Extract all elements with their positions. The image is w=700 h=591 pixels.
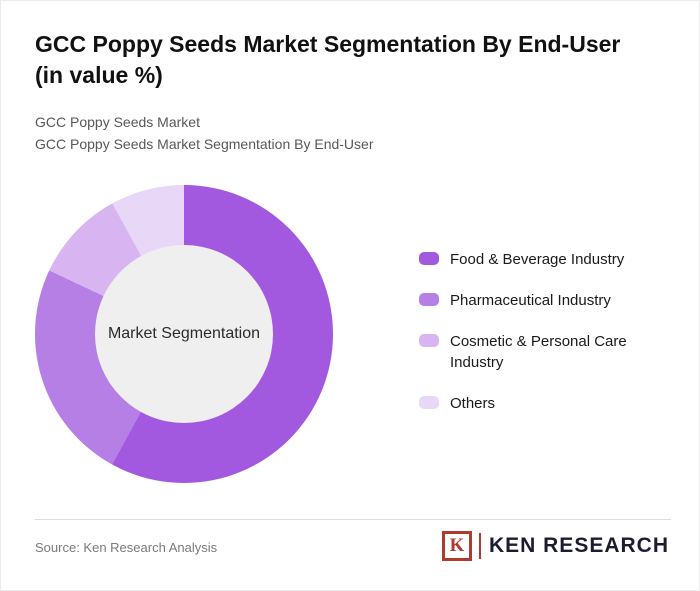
- legend-swatch-icon: [419, 396, 439, 409]
- page-title-line1: GCC Poppy Seeds Market Segmentation By E…: [35, 31, 621, 57]
- legend-swatch-icon: [419, 334, 439, 347]
- footer-divider: [35, 519, 671, 520]
- legend-swatch-icon: [419, 293, 439, 306]
- donut-center-label: Market Segmentation: [107, 325, 261, 342]
- legend-item[interactable]: Pharmaceutical Industry: [419, 290, 651, 311]
- subtitle-market: GCC Poppy Seeds Market: [35, 114, 200, 130]
- donut-chart[interactable]: Market Segmentation: [35, 185, 333, 483]
- chart-subtitles: GCC Poppy Seeds Market GCC Poppy Seeds M…: [35, 112, 374, 155]
- legend-label: Others: [450, 395, 496, 412]
- logo-text: KEN RESEARCH: [488, 534, 669, 557]
- chart-legend: Food & Beverage Industry Pharmaceutical I…: [419, 249, 651, 434]
- legend-label: Food & Beverage Industry: [450, 251, 625, 268]
- logo-k-letter: K: [449, 535, 465, 556]
- legend-item[interactable]: Others: [419, 393, 651, 414]
- legend-item[interactable]: Cosmetic & Personal Care Industry: [419, 331, 651, 373]
- legend-label: Cosmetic & Personal Care Industry: [450, 333, 627, 371]
- page-title: GCC Poppy Seeds Market Segmentation By E…: [35, 29, 675, 91]
- legend-swatch-icon: [419, 252, 439, 265]
- logo-k-icon: K: [441, 531, 472, 561]
- page-title-line2: (in value %): [35, 62, 163, 89]
- donut-center: Market Segmentation: [95, 245, 273, 423]
- source-text: Source: Ken Research Analysis: [35, 540, 218, 555]
- legend-item[interactable]: Food & Beverage Industry: [419, 249, 651, 270]
- subtitle-segmentation: GCC Poppy Seeds Market Segmentation By E…: [35, 135, 374, 152]
- legend-label: Pharmaceutical Industry: [450, 292, 611, 309]
- logo-separator: [478, 533, 481, 559]
- ken-research-logo: K KEN RESEARCH: [441, 531, 669, 561]
